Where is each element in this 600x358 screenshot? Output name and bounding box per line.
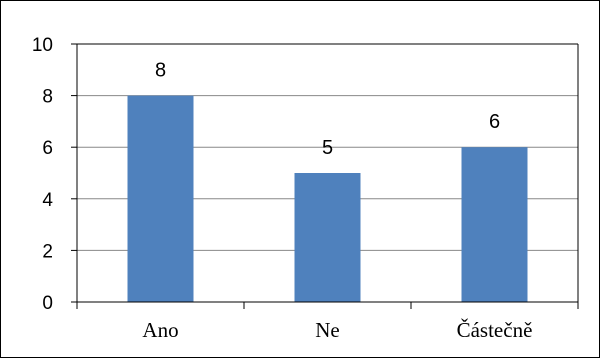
bar-ano <box>127 95 194 302</box>
y-tick-label-4: 4 <box>42 190 53 211</box>
y-tick-label-2: 2 <box>42 241 53 262</box>
y-tick-label-10: 10 <box>32 35 53 56</box>
data-label-ne: 5 <box>322 137 333 159</box>
bar-částečně <box>461 147 528 302</box>
data-label-částečně: 6 <box>489 111 500 133</box>
x-tick-label-částečně: Částečně <box>457 318 533 342</box>
data-label-ano: 8 <box>155 60 166 82</box>
x-tick-label-ano: Ano <box>142 318 178 342</box>
y-tick-label-8: 8 <box>42 87 53 108</box>
y-tick-label-6: 6 <box>42 138 53 159</box>
bar-ne <box>294 173 361 302</box>
x-tick-label-ne: Ne <box>315 318 340 342</box>
y-tick-label-0: 0 <box>42 293 53 314</box>
